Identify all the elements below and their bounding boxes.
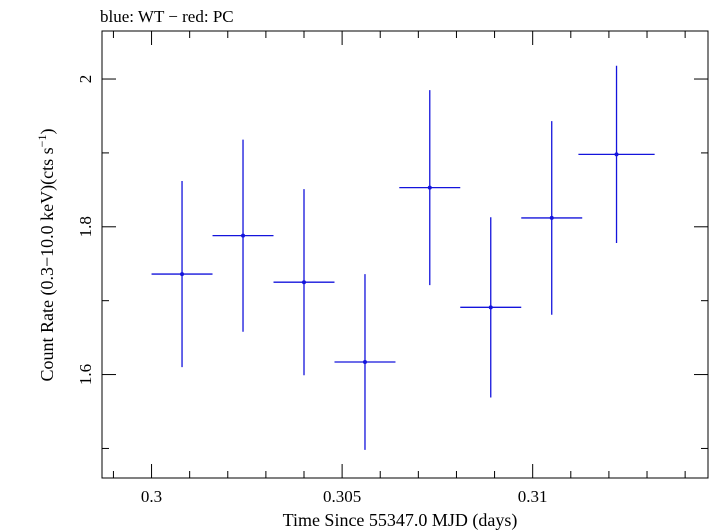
- x-tick-label: 0.3: [141, 487, 162, 506]
- data-point: [273, 189, 335, 376]
- point-marker: [241, 233, 246, 238]
- data-point: [334, 274, 396, 450]
- y-axis-label-close: ): [37, 129, 58, 135]
- x-axis-label: Time Since 55347.0 MJD (days): [283, 510, 518, 531]
- point-marker: [549, 215, 554, 220]
- plot-frame: [101, 30, 709, 479]
- data-point: [212, 139, 274, 332]
- data-points: [151, 65, 655, 450]
- y-tick-label: 2: [76, 75, 95, 84]
- data-point: [521, 121, 583, 315]
- data-point: [460, 217, 522, 398]
- point-marker: [488, 305, 493, 310]
- point-marker: [180, 272, 185, 277]
- y-axis-ticks: [102, 78, 708, 449]
- y-axis-label-superscript: −1: [35, 135, 49, 148]
- x-axis-ticks: [112, 31, 686, 478]
- data-point: [399, 90, 461, 286]
- y-tick-label: 1.8: [76, 216, 95, 237]
- data-point: [151, 180, 213, 368]
- y-axis-label-main: Count Rate (0.3−10.0 keV)(cts s: [37, 147, 58, 381]
- y-tick-label: 1.6: [76, 364, 95, 385]
- x-tick-label: 0.31: [518, 487, 548, 506]
- x-axis-tick-labels: 0.3 0.305 0.31: [141, 487, 548, 506]
- x-tick-label: 0.305: [323, 487, 361, 506]
- point-marker: [614, 152, 619, 157]
- point-marker: [362, 360, 367, 365]
- data-point: [578, 65, 655, 244]
- point-marker: [302, 280, 306, 285]
- y-axis-tick-labels: 1.6 1.8 2: [76, 75, 95, 385]
- chart-title: blue: WT − red: PC: [100, 7, 234, 26]
- point-marker: [427, 185, 432, 190]
- y-axis-label: Count Rate (0.3−10.0 keV)(cts s−1): [35, 129, 58, 382]
